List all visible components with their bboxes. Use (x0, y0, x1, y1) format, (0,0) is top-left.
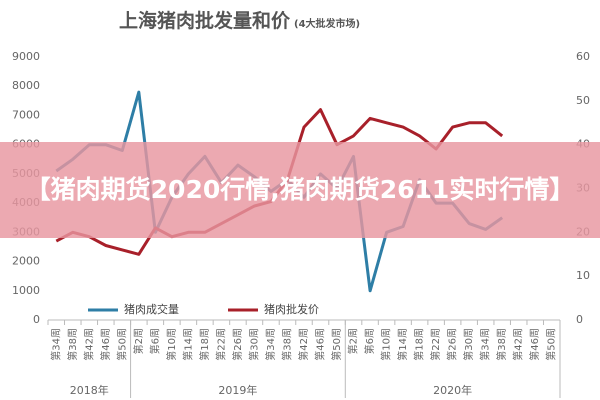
y-tick-label: 0 (33, 313, 40, 326)
x-tick-label: 第46周 (314, 328, 327, 361)
banner-text: 【猪肉期货2020行情,猪肉期货2611实时行情】 (25, 175, 575, 204)
x-tick-label: 第50周 (330, 328, 343, 361)
x-tick-label: 第22周 (214, 328, 227, 361)
y-tick-label: 1000 (12, 284, 40, 297)
x-tick-label: 第6周 (148, 328, 161, 354)
x-tick-label: 第46周 (99, 328, 112, 361)
x-tick-label: 第50周 (115, 328, 128, 361)
x-tick-label: 第10周 (380, 328, 393, 361)
x-tick-label: 第42周 (297, 328, 310, 361)
x-tick-label: 第38周 (495, 328, 508, 361)
x-tick-label: 第34周 (479, 328, 492, 361)
banner: 【猪肉期货2020行情,猪肉期货2611实时行情】 (0, 142, 600, 238)
x-tick-label: 第10周 (165, 328, 178, 361)
x-tick-label: 第18周 (413, 328, 426, 361)
x-tick-label: 第30周 (247, 328, 260, 361)
chart-title: 上海猪肉批发量和价 (119, 9, 291, 32)
x-tick-label: 第46周 (528, 328, 541, 361)
x-tick-label: 第22周 (429, 328, 442, 361)
y-tick-label: 2000 (12, 255, 40, 268)
x-group-label: 2019年 (218, 383, 257, 397)
x-tick-label: 第18周 (198, 328, 211, 361)
y-tick-label: 7000 (12, 108, 40, 121)
y-tick-label: 9000 (12, 50, 40, 63)
x-tick-label: 第34周 (264, 328, 277, 361)
x-tick-label: 第38周 (280, 328, 293, 361)
y-tick-label: 8000 (12, 79, 40, 92)
legend-label: 猪肉成交量 (124, 302, 179, 316)
x-tick-label: 第14周 (396, 328, 409, 361)
x-tick-label: 第14周 (181, 328, 194, 361)
legend-label: 猪肉批发价 (264, 302, 319, 316)
x-tick-label: 第42周 (512, 328, 525, 361)
x-tick-label: 第30周 (462, 328, 475, 361)
x-group-label: 2020年 (433, 383, 472, 397)
y2-tick-label: 10 (576, 269, 590, 282)
y2-tick-label: 60 (576, 50, 590, 63)
x-tick-label: 第2周 (132, 328, 145, 354)
y2-tick-label: 0 (576, 313, 583, 326)
x-tick-label: 第6周 (363, 328, 376, 354)
x-tick-label: 第34周 (49, 328, 62, 361)
x-tick-label: 第26周 (231, 328, 244, 361)
chart-subtitle: (4大批发市场) (294, 17, 360, 30)
x-tick-label: 第42周 (82, 328, 95, 361)
x-tick-label: 第2周 (347, 328, 360, 354)
x-tick-label: 第50周 (545, 328, 558, 361)
x-tick-label: 第38周 (66, 328, 79, 361)
y2-tick-label: 50 (576, 94, 590, 107)
x-tick-label: 第26周 (446, 328, 459, 361)
x-group-label: 2018年 (70, 383, 109, 397)
